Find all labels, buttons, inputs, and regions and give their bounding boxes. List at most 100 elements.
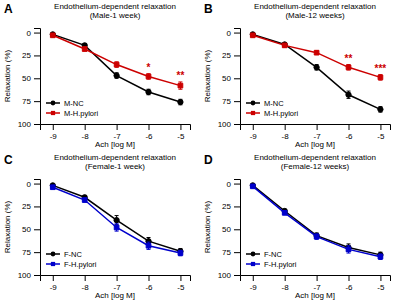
tick-mark [234,252,240,253]
panel: -9-8-7-6-50255075100Ach [log M]Relaxatio… [3,153,191,300]
tick: 25 [22,202,40,211]
title-line: Endothelium-dependent relaxation [254,2,376,11]
tick-label: 100 [218,120,232,129]
point [178,251,183,256]
tick: -5 [377,275,385,292]
tick-mark [34,229,40,230]
tick: -5 [177,124,185,141]
tick-mark [34,124,40,125]
legend-label: M-NC [64,99,84,108]
tick-label: 75 [222,248,231,257]
x-axis: -9-8-7-6-5 [41,275,191,292]
tick-label: 75 [222,97,231,106]
tick-label: 0 [227,29,232,38]
tick-mark [234,275,240,276]
tick-label: 50 [222,225,231,234]
point [314,233,319,238]
tick-mark [317,124,318,130]
line [53,35,181,85]
point [50,185,55,190]
point [178,83,183,88]
line [53,34,181,102]
tick-label: 25 [222,51,231,60]
point [282,210,287,215]
legend-marker [251,252,256,257]
tick-label: -5 [177,132,185,141]
tick: 75 [22,97,40,106]
plot-area: -9-8-7-6-50255075100Ach [log M]Relaxatio… [203,180,391,301]
tick-mark [349,124,350,130]
axis-line [41,125,191,131]
y-axis-title: Relaxation (%) [3,49,12,102]
tick-mark [380,124,381,130]
panel: -9-8-7-6-50255075100Ach [log M]Relaxatio… [3,2,191,149]
tick-label: 25 [22,51,31,60]
legend-item: M-H.pylori [46,109,99,118]
tick-label: 100 [18,120,32,129]
panel: -9-8-7-6-50255075100Ach [log M]Relaxatio… [203,153,391,300]
error-bar [347,246,351,253]
annotation: * [147,62,151,73]
error-bar [378,254,382,259]
tick-label: -6 [145,132,153,141]
tick: -5 [177,275,185,292]
tick: 25 [222,202,240,211]
marks [50,32,183,105]
legend-marker [251,262,255,266]
axis-line [34,180,41,276]
tick-label: -8 [282,283,290,292]
tick-label: 0 [227,180,232,189]
title-line: Endothelium-dependent relaxation [54,153,176,162]
point [114,73,119,78]
error-bar [315,65,319,70]
tick-label: -9 [250,283,258,292]
plot-area: -9-8-7-6-50255075100Ach [log M]Relaxatio… [3,29,191,150]
tick-label: -8 [282,132,290,141]
title-line: Endothelium-dependent relaxation [254,153,376,162]
tick-label: 0 [27,180,32,189]
error-bar [115,62,119,67]
tick-label: -8 [82,132,90,141]
marks [250,32,383,112]
tick: -5 [377,124,385,141]
tick: -9 [50,275,58,292]
legend-item: F-NC [46,250,82,259]
tick-mark [34,55,40,56]
error-bar [315,233,319,238]
title: Endothelium-dependent relaxation(Female-… [254,153,376,171]
point [114,217,119,222]
series [50,185,182,256]
line [253,34,381,109]
y-axis: 0 25 50 75 100 [218,180,241,281]
series [250,184,382,259]
legend-item: M-NC [246,99,284,108]
error-bar [378,107,382,112]
x-axis-title: Ach [log M] [95,291,135,300]
tick: -9 [250,275,258,292]
tick-label: 100 [218,271,232,280]
panel: -9-8-7-6-50255075100Ach [log M]Relaxatio… [203,2,391,149]
legend-marker [51,262,55,266]
legend-label: F-H.pylori [64,260,97,269]
tick: 50 [222,74,240,83]
tick: 100 [218,271,240,280]
tick-mark [253,275,254,281]
error-bar [115,73,119,78]
tick-label: -5 [377,132,385,141]
point [146,243,151,248]
tick: -8 [82,124,90,141]
tick-label: -9 [50,283,58,292]
tick: -6 [345,275,353,292]
tick: 100 [18,271,40,280]
series [50,183,183,254]
title-line: (Female-12 weeks) [281,162,350,171]
annotation: ** [345,53,353,64]
tick-mark [149,275,150,281]
tick-label: 100 [18,271,32,280]
legend: F-NCF-H.pylori [246,250,297,269]
panel-label: C [4,153,13,167]
point [282,42,287,47]
tick-mark [34,275,40,276]
title-line: Endothelium-dependent relaxation [54,2,176,11]
tick-label: 25 [222,202,231,211]
